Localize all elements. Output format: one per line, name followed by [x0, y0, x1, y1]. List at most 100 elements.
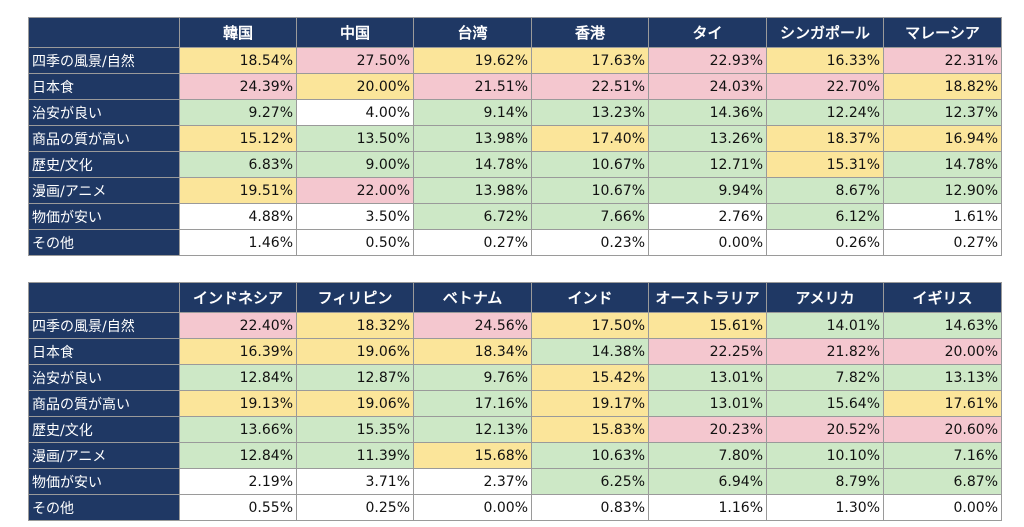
value-cell: 12.84%: [179, 442, 297, 469]
value-cell: 3.71%: [296, 468, 414, 495]
value-cell: 20.52%: [766, 416, 884, 443]
value-cell: 18.82%: [883, 73, 1002, 100]
value-cell: 20.00%: [296, 73, 414, 100]
value-cell: 19.62%: [413, 47, 532, 74]
value-cell: 15.12%: [179, 125, 297, 152]
value-cell: 17.63%: [531, 47, 649, 74]
value-cell: 0.83%: [531, 494, 649, 521]
value-cell: 24.56%: [413, 312, 532, 339]
value-cell: 9.94%: [648, 177, 767, 204]
value-cell: 18.37%: [766, 125, 884, 152]
value-cell: 10.10%: [766, 442, 884, 469]
value-cell: 18.54%: [179, 47, 297, 74]
value-cell: 20.23%: [648, 416, 767, 443]
value-cell: 19.13%: [179, 390, 297, 417]
value-cell: 13.01%: [648, 364, 767, 391]
table-row: その他 0.55% 0.25% 0.00% 0.83% 1.16% 1.30% 0.00%: [28, 494, 1002, 521]
column-header: アメリカ: [766, 282, 884, 313]
column-header: フィリピン: [296, 282, 414, 313]
column-header: オーストラリア: [648, 282, 767, 313]
value-cell: 6.72%: [413, 203, 532, 230]
table-row: 物価が安い 4.88% 3.50% 6.72% 7.66% 2.76% 6.12% 1.61%: [28, 203, 1002, 230]
value-cell: 17.50%: [531, 312, 649, 339]
value-cell: 12.37%: [883, 99, 1002, 126]
value-cell: 13.98%: [413, 125, 532, 152]
value-cell: 1.61%: [883, 203, 1002, 230]
value-cell: 15.42%: [531, 364, 649, 391]
row-label: 漫画/アニメ: [28, 177, 180, 204]
value-cell: 16.33%: [766, 47, 884, 74]
value-cell: 21.51%: [413, 73, 532, 100]
value-cell: 9.14%: [413, 99, 532, 126]
row-label: 日本食: [28, 73, 180, 100]
row-label: その他: [28, 229, 180, 256]
value-cell: 8.67%: [766, 177, 884, 204]
value-cell: 19.17%: [531, 390, 649, 417]
value-cell: 1.46%: [179, 229, 297, 256]
table-row: 漫画/アニメ 19.51% 22.00% 13.98% 10.67% 9.94% 8.67%…: [28, 177, 1002, 204]
value-cell: 14.78%: [413, 151, 532, 178]
value-cell: 10.63%: [531, 442, 649, 469]
value-cell: 9.00%: [296, 151, 414, 178]
value-cell: 2.76%: [648, 203, 767, 230]
table-row: 治安が良い 12.84% 12.87% 9.76% 15.42% 13.01% 7.82% 1…: [28, 364, 1002, 391]
value-cell: 6.87%: [883, 468, 1002, 495]
value-cell: 15.35%: [296, 416, 414, 443]
value-cell: 18.34%: [413, 338, 532, 365]
column-header: インド: [531, 282, 649, 313]
table-other-countries: インドネシア フィリピン ベトナム インド オーストラリア アメリカ イギリス 四季の風景/…: [28, 282, 1002, 521]
value-cell: 14.01%: [766, 312, 884, 339]
column-header: タイ: [648, 17, 767, 48]
value-cell: 1.30%: [766, 494, 884, 521]
value-cell: 27.50%: [296, 47, 414, 74]
column-header: 中国: [296, 17, 414, 48]
header-row: インドネシア フィリピン ベトナム インド オーストラリア アメリカ イギリス: [28, 282, 1002, 313]
column-header: ベトナム: [413, 282, 532, 313]
value-cell: 0.27%: [413, 229, 532, 256]
value-cell: 15.64%: [766, 390, 884, 417]
value-cell: 15.31%: [766, 151, 884, 178]
value-cell: 14.38%: [531, 338, 649, 365]
row-label: 治安が良い: [28, 99, 180, 126]
row-label: 四季の風景/自然: [28, 312, 180, 339]
value-cell: 16.39%: [179, 338, 297, 365]
value-cell: 6.25%: [531, 468, 649, 495]
value-cell: 6.12%: [766, 203, 884, 230]
column-header: 香港: [531, 17, 649, 48]
table-row: 四季の風景/自然 18.54% 27.50% 19.62% 17.63% 22.93% 16…: [28, 47, 1002, 74]
value-cell: 0.26%: [766, 229, 884, 256]
value-cell: 7.16%: [883, 442, 1002, 469]
value-cell: 15.83%: [531, 416, 649, 443]
row-label: 商品の質が高い: [28, 390, 180, 417]
value-cell: 7.80%: [648, 442, 767, 469]
value-cell: 9.27%: [179, 99, 297, 126]
value-cell: 0.55%: [179, 494, 297, 521]
value-cell: 0.27%: [883, 229, 1002, 256]
value-cell: 24.39%: [179, 73, 297, 100]
value-cell: 22.51%: [531, 73, 649, 100]
value-cell: 14.36%: [648, 99, 767, 126]
value-cell: 17.16%: [413, 390, 532, 417]
value-cell: 0.25%: [296, 494, 414, 521]
row-label: 四季の風景/自然: [28, 47, 180, 74]
column-header: 台湾: [413, 17, 532, 48]
row-label: 漫画/アニメ: [28, 442, 180, 469]
row-label: 治安が良い: [28, 364, 180, 391]
column-header: イギリス: [883, 282, 1002, 313]
row-label: 日本食: [28, 338, 180, 365]
value-cell: 22.31%: [883, 47, 1002, 74]
table-east-asia: 韓国 中国 台湾 香港 タイ シンガポール マレーシア 四季の風景/自然 18.54% 27.5…: [28, 17, 1002, 256]
value-cell: 4.00%: [296, 99, 414, 126]
value-cell: 9.76%: [413, 364, 532, 391]
table-row: 商品の質が高い 15.12% 13.50% 13.98% 17.40% 13.26% 18.…: [28, 125, 1002, 152]
value-cell: 7.82%: [766, 364, 884, 391]
value-cell: 15.61%: [648, 312, 767, 339]
table-row: 日本食 24.39% 20.00% 21.51% 22.51% 24.03% 22.70% 1…: [28, 73, 1002, 100]
value-cell: 0.00%: [413, 494, 532, 521]
value-cell: 6.83%: [179, 151, 297, 178]
value-cell: 1.16%: [648, 494, 767, 521]
row-label: 物価が安い: [28, 203, 180, 230]
value-cell: 10.67%: [531, 151, 649, 178]
value-cell: 12.90%: [883, 177, 1002, 204]
table-row: 日本食 16.39% 19.06% 18.34% 14.38% 22.25% 21.82% 2…: [28, 338, 1002, 365]
